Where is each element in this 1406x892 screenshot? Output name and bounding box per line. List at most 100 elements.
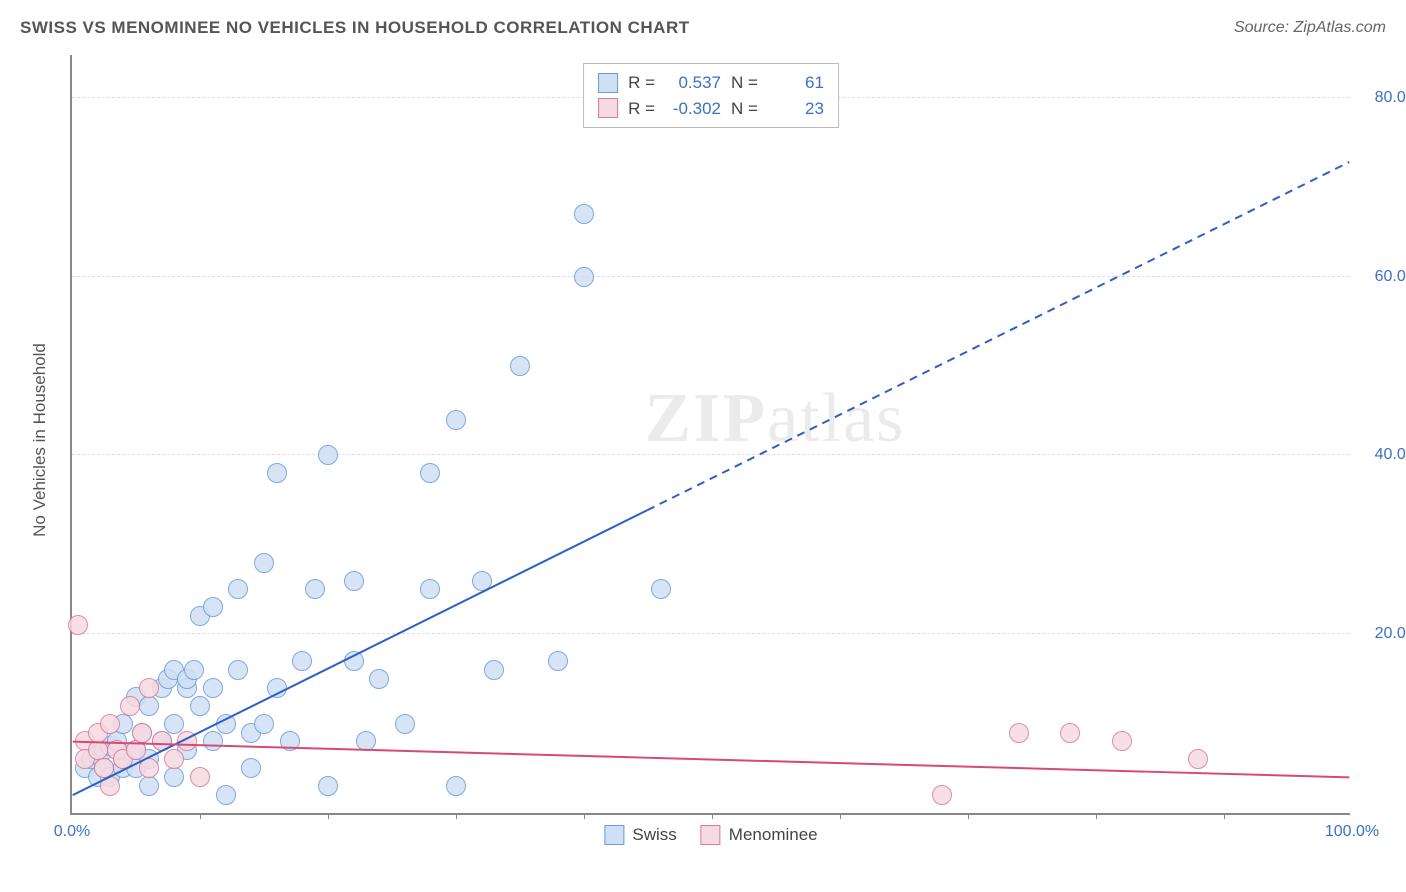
trend-lines	[72, 55, 1350, 813]
x-tick-mark	[712, 813, 713, 819]
x-tick-mark	[1224, 813, 1225, 819]
gridline	[72, 633, 1350, 634]
data-point	[484, 660, 504, 680]
watermark-zip: ZIP	[644, 380, 767, 457]
data-point	[190, 696, 210, 716]
legend-label-menominee: Menominee	[729, 825, 818, 845]
gridline	[72, 276, 1350, 277]
data-point	[203, 678, 223, 698]
data-point	[184, 660, 204, 680]
legend-label-swiss: Swiss	[632, 825, 676, 845]
data-point	[548, 651, 568, 671]
data-point	[190, 767, 210, 787]
data-point	[152, 731, 172, 751]
data-point	[1188, 749, 1208, 769]
data-point	[164, 714, 184, 734]
legend-n-value-swiss: 61	[768, 70, 824, 96]
x-tick-mark	[1096, 813, 1097, 819]
x-tick-label: 100.0%	[1325, 823, 1379, 841]
data-point	[1060, 723, 1080, 743]
data-point	[228, 579, 248, 599]
data-point	[126, 740, 146, 760]
data-point	[395, 714, 415, 734]
data-point	[68, 615, 88, 635]
legend-r-value-menominee: -0.302	[665, 96, 721, 122]
data-point	[318, 776, 338, 796]
data-point	[318, 445, 338, 465]
legend-n-label: N =	[731, 96, 758, 122]
legend-swatch-swiss	[598, 73, 618, 93]
legend-item-swiss: Swiss	[604, 825, 676, 845]
data-point	[420, 463, 440, 483]
data-point	[203, 731, 223, 751]
data-point	[100, 714, 120, 734]
legend-swatch-menominee-bottom	[701, 825, 721, 845]
data-point	[305, 579, 325, 599]
data-point	[132, 723, 152, 743]
legend-r-label: R =	[628, 70, 655, 96]
data-point	[651, 579, 671, 599]
data-point	[139, 696, 159, 716]
legend-item-menominee: Menominee	[701, 825, 818, 845]
y-tick-label: 20.0%	[1360, 625, 1406, 643]
legend-n-value-menominee: 23	[768, 96, 824, 122]
y-axis-label: No Vehicles in Household	[30, 343, 50, 537]
data-point	[932, 785, 952, 805]
legend-swatch-swiss-bottom	[604, 825, 624, 845]
data-point	[254, 553, 274, 573]
data-point	[164, 767, 184, 787]
y-tick-label: 80.0%	[1360, 89, 1406, 107]
legend-n-label: N =	[731, 70, 758, 96]
x-tick-mark	[968, 813, 969, 819]
data-point	[120, 696, 140, 716]
data-point	[1009, 723, 1029, 743]
y-tick-label: 60.0%	[1360, 268, 1406, 286]
legend-stats-row-menominee: R = -0.302 N = 23	[598, 96, 824, 122]
x-tick-mark	[328, 813, 329, 819]
data-point	[344, 651, 364, 671]
data-point	[241, 758, 261, 778]
data-point	[267, 463, 287, 483]
data-point	[139, 776, 159, 796]
y-tick-label: 40.0%	[1360, 446, 1406, 464]
legend-series: Swiss Menominee	[604, 825, 817, 845]
data-point	[574, 267, 594, 287]
header: SWISS VS MENOMINEE NO VEHICLES IN HOUSEH…	[20, 18, 1386, 38]
x-tick-label: 0.0%	[54, 823, 90, 841]
plot-region: ZIPatlas R = 0.537 N = 61 R = -0.302 N =…	[70, 55, 1350, 815]
data-point	[510, 356, 530, 376]
x-tick-mark	[840, 813, 841, 819]
data-point	[267, 678, 287, 698]
data-point	[446, 410, 466, 430]
chart-title: SWISS VS MENOMINEE NO VEHICLES IN HOUSEH…	[20, 18, 690, 38]
data-point	[203, 597, 223, 617]
data-point	[139, 678, 159, 698]
legend-stats: R = 0.537 N = 61 R = -0.302 N = 23	[583, 63, 839, 128]
data-point	[100, 776, 120, 796]
data-point	[280, 731, 300, 751]
data-point	[177, 731, 197, 751]
data-point	[216, 785, 236, 805]
legend-r-label: R =	[628, 96, 655, 122]
data-point	[292, 651, 312, 671]
data-point	[472, 571, 492, 591]
data-point	[1112, 731, 1132, 751]
data-point	[164, 749, 184, 769]
data-point	[254, 714, 274, 734]
x-tick-mark	[456, 813, 457, 819]
chart-area: No Vehicles in Household ZIPatlas R = 0.…	[50, 55, 1390, 825]
legend-swatch-menominee	[598, 98, 618, 118]
x-tick-mark	[200, 813, 201, 819]
watermark: ZIPatlas	[644, 379, 905, 459]
data-point	[139, 758, 159, 778]
data-point	[228, 660, 248, 680]
data-point	[574, 204, 594, 224]
data-point	[356, 731, 376, 751]
data-point	[369, 669, 389, 689]
data-point	[344, 571, 364, 591]
data-point	[216, 714, 236, 734]
x-tick-mark	[584, 813, 585, 819]
legend-stats-row-swiss: R = 0.537 N = 61	[598, 70, 824, 96]
data-point	[420, 579, 440, 599]
source-label: Source: ZipAtlas.com	[1234, 19, 1386, 37]
